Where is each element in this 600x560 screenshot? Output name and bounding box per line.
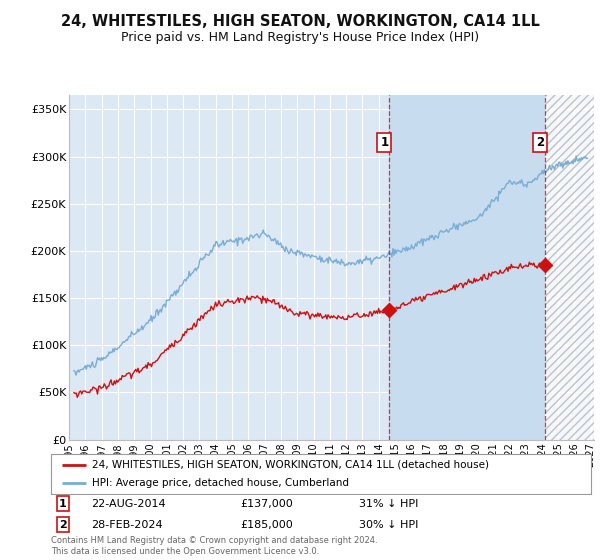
Text: 31% ↓ HPI: 31% ↓ HPI (359, 499, 418, 509)
Text: 24, WHITESTILES, HIGH SEATON, WORKINGTON, CA14 1LL (detached house): 24, WHITESTILES, HIGH SEATON, WORKINGTON… (91, 460, 488, 470)
Text: £137,000: £137,000 (240, 499, 293, 509)
Text: 30% ↓ HPI: 30% ↓ HPI (359, 520, 418, 530)
Bar (389, 95, 545, 440)
Bar (545, 95, 594, 440)
Text: 1: 1 (59, 499, 67, 509)
Text: Price paid vs. HM Land Registry's House Price Index (HPI): Price paid vs. HM Land Registry's House … (121, 31, 479, 44)
Text: 24, WHITESTILES, HIGH SEATON, WORKINGTON, CA14 1LL: 24, WHITESTILES, HIGH SEATON, WORKINGTON… (61, 14, 539, 29)
Text: Contains HM Land Registry data © Crown copyright and database right 2024.
This d: Contains HM Land Registry data © Crown c… (51, 536, 377, 556)
Text: 2: 2 (59, 520, 67, 530)
Text: 1: 1 (380, 136, 388, 149)
Text: 2: 2 (536, 136, 544, 149)
Text: 28-FEB-2024: 28-FEB-2024 (91, 520, 163, 530)
Text: HPI: Average price, detached house, Cumberland: HPI: Average price, detached house, Cumb… (91, 478, 349, 488)
Bar (545, 95, 594, 440)
Text: £185,000: £185,000 (240, 520, 293, 530)
Text: 22-AUG-2014: 22-AUG-2014 (91, 499, 166, 509)
